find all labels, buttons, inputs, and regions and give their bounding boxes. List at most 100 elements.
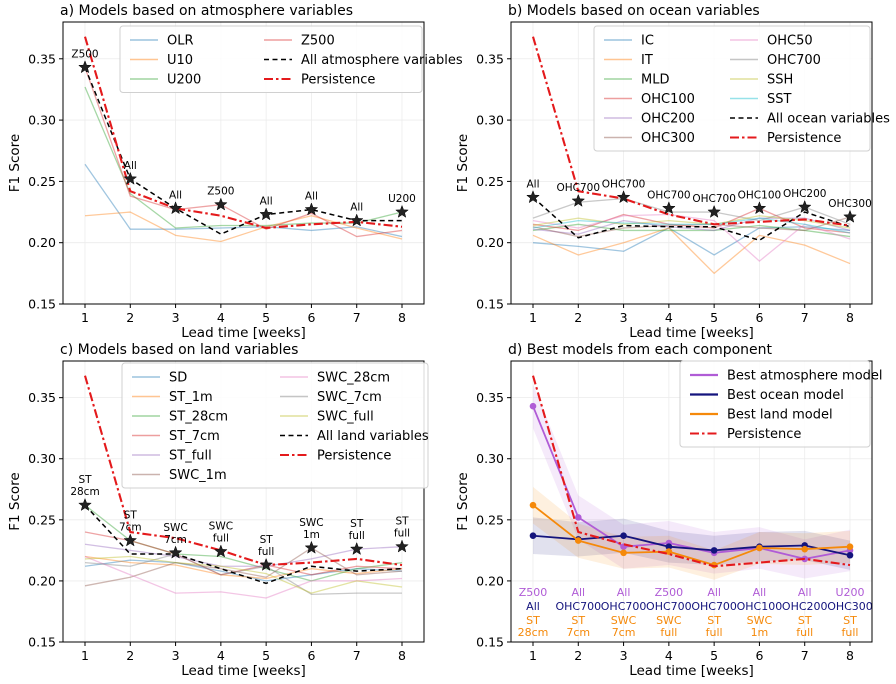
legend-label: ST_full (169, 449, 212, 464)
y-tick-label: 0.30 (476, 113, 504, 128)
best-model-annotation: OHC700 (557, 182, 601, 194)
series-line-ic (532, 226, 851, 256)
best-model-annotation: OHC100 (738, 189, 782, 201)
legend-label: MLD (641, 73, 669, 88)
y-tick-label: 0.20 (28, 573, 56, 588)
series-line-it (532, 227, 851, 275)
bottom-label-atmosphere: All (617, 586, 631, 599)
legend-label: U10 (167, 53, 193, 68)
legend-label: OLR (167, 34, 194, 49)
x-tick-label: 8 (398, 310, 406, 325)
x-tick-label: 5 (262, 648, 270, 663)
bottom-label-ocean: OHC200 (782, 600, 828, 613)
best-model-annotation: OHC700 (602, 178, 646, 190)
best-model-star (304, 540, 319, 554)
x-tick-label: 5 (710, 310, 718, 325)
best-model-star (304, 202, 319, 216)
series-line-ssh (532, 215, 851, 229)
series-line-persistence (531, 375, 851, 568)
bottom-label-land: full (842, 626, 859, 639)
x-tick-label: 4 (665, 310, 673, 325)
best-model-annotation: ST (350, 518, 364, 530)
best-model-star (571, 193, 586, 207)
legend-label: Z500 (301, 34, 335, 49)
data-point (846, 543, 854, 551)
x-tick-label: 1 (529, 648, 537, 663)
best-model-star (395, 204, 409, 218)
legend-label: Persistence (727, 427, 801, 442)
legend: SD ST_1m ST_28cm ST_7cm ST_full SWC_1m SWC_28c… (121, 362, 429, 489)
bottom-label-atmosphere: Z500 (655, 586, 684, 599)
best-model-star (123, 171, 138, 185)
best-model-annotation: ST (78, 474, 92, 486)
x-tick-label: 4 (217, 648, 225, 663)
x-tick-label: 6 (307, 648, 315, 663)
y-tick-label: 0.20 (28, 235, 56, 250)
legend-label: SWC_7cm (317, 390, 382, 405)
panel-a: a) Models based on atmosphere variables 0… (7, 3, 463, 341)
panel-title: a) Models based on atmosphere variables (60, 3, 353, 19)
y-tick-label: 0.15 (476, 297, 504, 312)
legend-label: Persistence (301, 73, 375, 88)
data-point (529, 402, 537, 410)
bottom-label-land: ST (798, 614, 812, 627)
legend: Best atmosphere model Best ocean model Bes… (679, 360, 883, 448)
y-axis-label: F1 Score (455, 134, 471, 192)
best-model-star (395, 539, 409, 553)
y-tick-label: 0.35 (28, 51, 56, 66)
legend-label: OHC200 (641, 112, 695, 127)
series-group: Z500AllST28cmAllOHC700ST7cmAllOHC700SWC7… (518, 375, 873, 639)
best-model-annotation: All (350, 202, 363, 214)
best-model-annotation: full (213, 533, 229, 545)
legend-label: SSH (767, 73, 793, 88)
legend-label: ST_28cm (169, 410, 228, 425)
bottom-label-ocean: OHC700 (555, 600, 601, 613)
legend: IC IT MLD OHC100 OHC200 OHC300 OHC50 OHC700 SSH S… (593, 25, 890, 152)
data-point (710, 547, 718, 554)
best-model-star (707, 204, 721, 218)
x-tick-label: 8 (846, 310, 854, 325)
best-model-annotation: full (394, 528, 410, 540)
legend-label: OHC300 (641, 131, 695, 146)
best-model-star (78, 60, 92, 74)
legend-label: All ocean variables (767, 112, 890, 127)
best-model-star (843, 209, 857, 223)
legend-label: SWC_full (317, 410, 374, 425)
x-tick-label: 7 (353, 310, 361, 325)
data-point (529, 501, 537, 509)
y-tick-label: 0.35 (476, 51, 504, 66)
best-model-annotation: All (526, 178, 539, 190)
band-best-land-model (533, 486, 850, 580)
legend-label: Persistence (767, 131, 841, 146)
series-line-persistence (83, 36, 403, 230)
x-tick-label: 3 (620, 648, 628, 663)
best-model-annotation: Z500 (207, 186, 234, 198)
bottom-label-ocean: OHC300 (827, 600, 873, 613)
bottom-label-land: ST (843, 614, 857, 627)
bottom-label-land: SWC (656, 614, 682, 627)
best-model-annotation: OHC700 (647, 189, 691, 201)
best-model-star (214, 544, 228, 558)
bottom-label-land: ST (707, 614, 721, 627)
x-tick-label: 6 (755, 648, 763, 663)
series-line-olr (84, 163, 403, 238)
series-line-persistence (83, 375, 403, 567)
legend-label: Best ocean model (727, 388, 844, 403)
y-tick-label: 0.30 (476, 451, 504, 466)
series-line-z500 (84, 67, 403, 238)
x-tick-label: 3 (172, 648, 180, 663)
x-tick-label: 1 (81, 648, 89, 663)
x-tick-label: 2 (126, 648, 134, 663)
best-model-star (797, 199, 812, 213)
series-line-swc-28cm (84, 555, 403, 599)
series-line-all-ocean-variables (532, 196, 851, 241)
data-point (620, 549, 627, 557)
legend-label: All atmosphere variables (301, 53, 463, 68)
x-tick-label: 5 (262, 310, 270, 325)
x-tick-label: 6 (307, 310, 315, 325)
data-point (665, 543, 673, 551)
legend-label: OHC700 (767, 53, 821, 68)
best-model-star (752, 201, 767, 215)
best-model-annotation: Z500 (71, 48, 98, 60)
